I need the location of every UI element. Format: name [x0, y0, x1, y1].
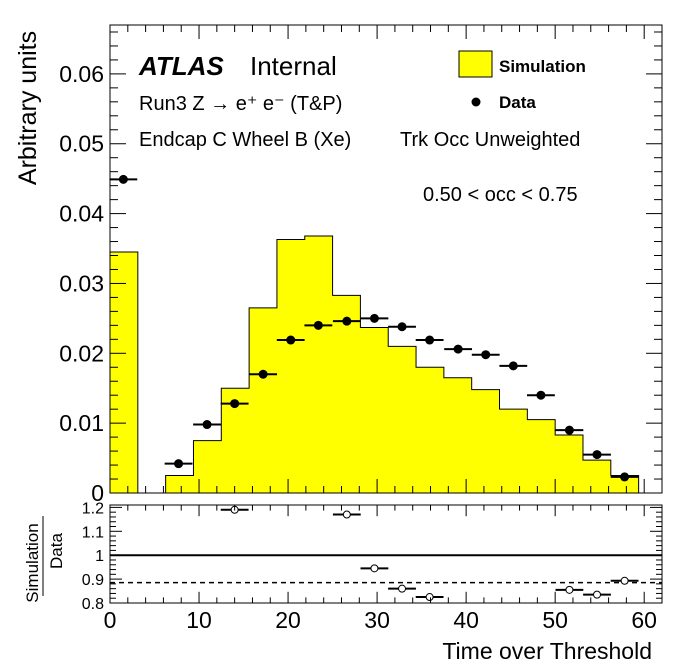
ratio-x-tick-label: 50 — [542, 607, 568, 633]
process-label: Run3 Z → e⁺ e⁻ (T&P) — [139, 93, 342, 115]
occupancy-range-label: 0.50 < occ < 0.75 — [423, 184, 578, 206]
data-point — [342, 316, 352, 326]
data-point — [202, 420, 212, 430]
atlas-label: ATLAS — [138, 51, 224, 81]
data-point — [286, 335, 296, 345]
main-y-tick-label: 0.05 — [59, 131, 104, 157]
data-point — [453, 344, 463, 354]
data-point — [397, 322, 407, 332]
data-point — [481, 350, 491, 360]
main-y-ticks: 0 0.01 0.02 0.03 0.04 0.05 0.06 — [59, 31, 662, 506]
main-y-tick-label: 0.02 — [59, 340, 104, 366]
ratio-x-ticks: 0 10 20 30 40 50 60 — [104, 505, 663, 633]
data-point — [425, 335, 435, 345]
ratio-y-label-numerator: Simulation — [23, 523, 42, 602]
data-point — [592, 450, 602, 460]
data-point — [620, 472, 630, 482]
data-point — [118, 174, 128, 184]
region-label: Endcap C Wheel B (Xe) — [139, 129, 351, 151]
ratio-x-tick-label: 60 — [631, 607, 657, 633]
ratio-panel: 0.8 0.9 1 1.1 1.2 0 10 20 30 40 50 60 Simulation D… — [23, 500, 663, 664]
ratio-y-ticks: 0.8 0.9 1 1.1 1.2 — [82, 500, 662, 613]
ratio-x-tick-label: 30 — [364, 607, 390, 633]
ratio-point — [620, 576, 629, 585]
data-points — [109, 174, 639, 482]
legend-data-label: Data — [499, 93, 536, 112]
legend: Simulation Data — [458, 50, 586, 112]
ratio-y-tick-label: 0.9 — [82, 572, 104, 589]
ratio-y-label-denominator: Data — [47, 533, 66, 569]
data-point — [508, 361, 518, 371]
ratio-y-tick-label: 1.2 — [82, 500, 104, 517]
simulation-histogram — [109, 235, 662, 494]
main-panel: 0 0.01 0.02 0.03 0.04 0.05 0.06 Arbitrary unit… — [14, 24, 663, 506]
legend-simulation-swatch — [458, 50, 493, 78]
ratio-reference-lines — [110, 554, 662, 584]
ratio-point — [370, 564, 379, 573]
ratio-points — [220, 505, 639, 602]
data-point — [174, 459, 184, 469]
legend-simulation-label: Simulation — [499, 57, 586, 76]
atlas-status: Internal — [250, 51, 337, 81]
simulation-histogram-area — [109, 235, 662, 494]
data-point — [369, 313, 379, 323]
ratio-x-tick-label: 10 — [186, 607, 212, 633]
main-y-tick-label: 0.01 — [59, 410, 104, 436]
ratio-point — [565, 585, 574, 594]
weighting-label: Trk Occ Unweighted — [400, 129, 580, 151]
data-point — [258, 369, 268, 379]
ratio-point — [398, 584, 407, 593]
ratio-frame — [109, 504, 663, 604]
data-point — [230, 399, 240, 409]
data-point — [536, 390, 546, 400]
main-frame — [109, 24, 663, 494]
data-point — [313, 320, 323, 330]
ratio-point — [342, 510, 351, 519]
ratio-y-tick-label: 1.1 — [82, 524, 104, 541]
ratio-y-tick-label: 0.8 — [82, 596, 104, 613]
legend-data-marker — [471, 97, 481, 107]
ratio-point — [593, 590, 602, 599]
ratio-x-tick-label: 0 — [104, 607, 117, 633]
x-axis-label: Time over Threshold — [442, 638, 652, 664]
ratio-x-tick-label: 20 — [275, 607, 301, 633]
ratio-y-tick-label: 1 — [95, 548, 104, 565]
data-point — [564, 425, 574, 435]
ratio-x-tick-label: 40 — [453, 607, 479, 633]
main-y-tick-label: 0.04 — [59, 201, 104, 227]
ratio-point — [425, 593, 434, 602]
y-axis-label: Arbitrary units — [14, 31, 42, 185]
main-y-tick-label: 0 — [91, 480, 104, 506]
main-y-tick-label: 0.03 — [59, 270, 104, 296]
main-x-ticks — [109, 25, 663, 493]
main-y-tick-label: 0.06 — [59, 61, 104, 87]
